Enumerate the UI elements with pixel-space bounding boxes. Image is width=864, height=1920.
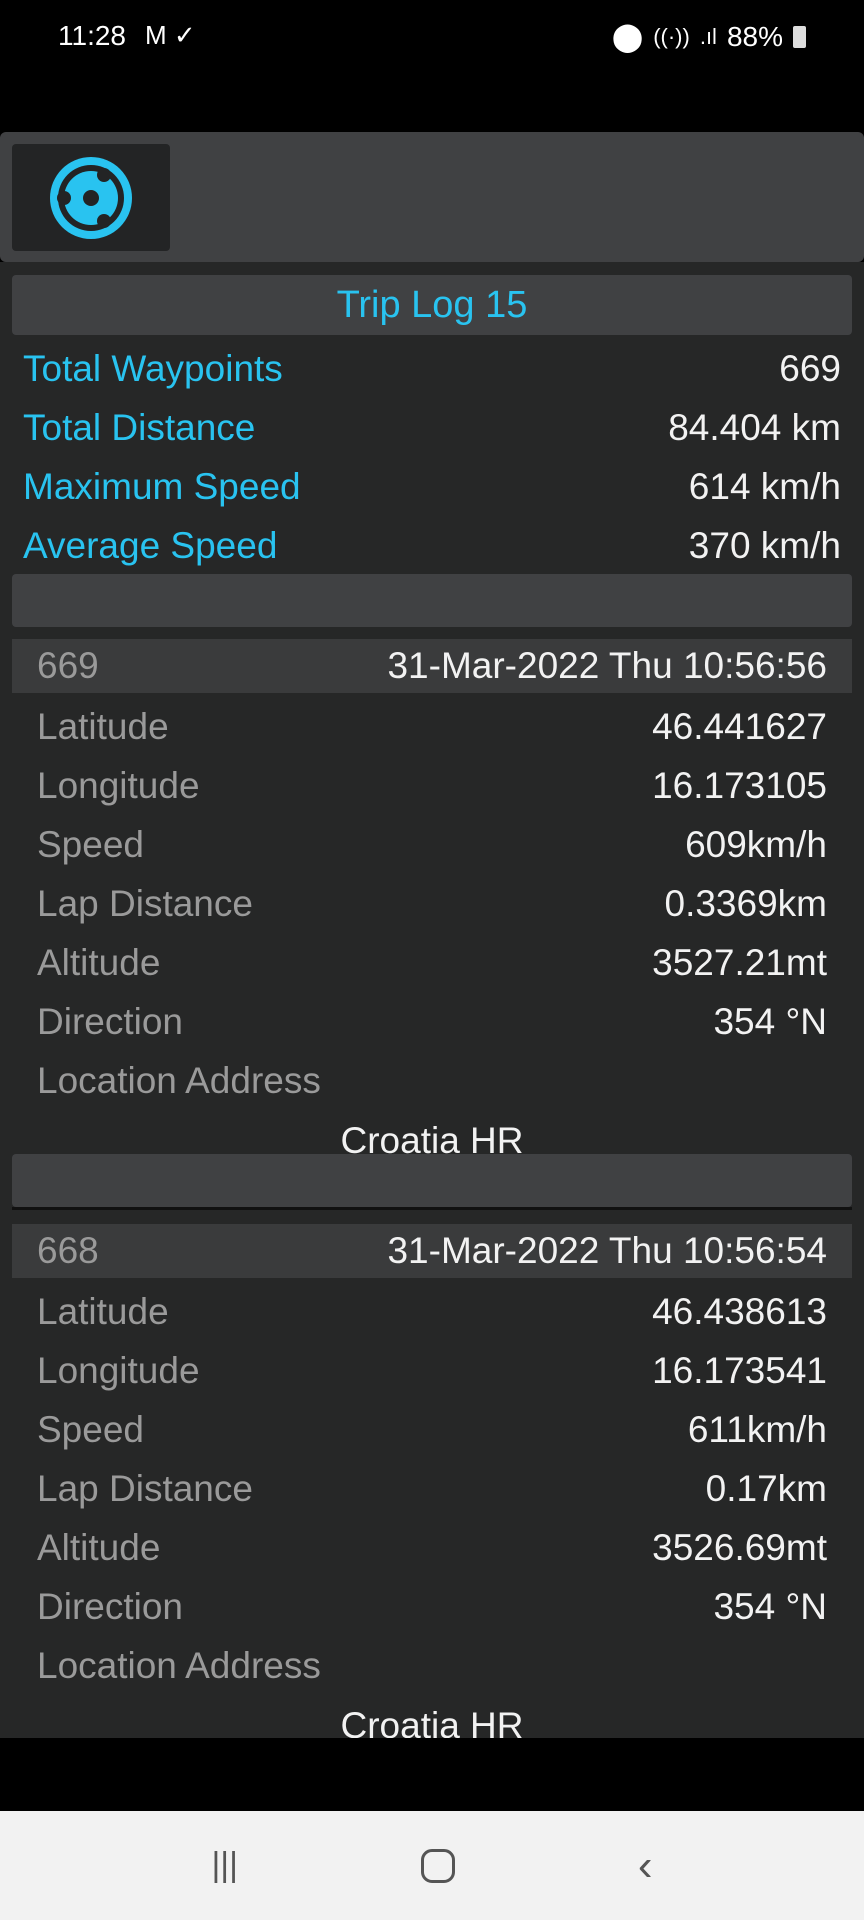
summary-value: 669 <box>779 348 841 389</box>
separator-line <box>12 1207 852 1210</box>
back-icon[interactable]: ‹ <box>637 1840 653 1890</box>
waypoint-field: Direction 354 °N <box>37 993 827 1051</box>
battery-icon <box>793 25 806 48</box>
trip-log-list[interactable]: Trip Log 15 Total Waypoints 669 Total Dis… <box>0 262 864 1738</box>
location-address: Croatia HR <box>340 1705 524 1738</box>
field-value: 0.3369km <box>664 883 828 924</box>
field-label: Latitude <box>37 706 169 747</box>
waypoint-number: 669 <box>37 645 99 686</box>
waypoint-field: Lap Distance 0.17km <box>37 1460 827 1518</box>
waypoint-field: Altitude 3527.21mt <box>37 934 827 992</box>
field-label: Direction <box>37 1586 183 1627</box>
waypoint-field: Latitude 46.441627 <box>37 698 827 756</box>
field-value: 354 °N <box>713 1001 827 1042</box>
divider-bar <box>12 574 852 627</box>
summary-label: Total Waypoints <box>23 348 283 389</box>
navigation-bar: ||| ‹ <box>0 1811 864 1920</box>
field-value: 609km/h <box>685 824 827 865</box>
summary-label: Average Speed <box>23 525 278 566</box>
field-value: 46.438613 <box>652 1291 827 1332</box>
field-value: 354 °N <box>713 1586 827 1627</box>
settings-button[interactable] <box>12 144 170 251</box>
summary-value: 84.404 km <box>668 407 841 448</box>
field-label: Direction <box>37 1001 183 1042</box>
field-value: 46.441627 <box>652 706 827 747</box>
battery-text: 88% <box>726 20 783 52</box>
waypoint-number: 668 <box>37 1230 99 1271</box>
waypoint-field: Speed 611km/h <box>37 1401 827 1459</box>
summary-row: Total Distance 84.404 km <box>23 399 841 457</box>
field-label: Altitude <box>37 942 161 983</box>
divider-bar <box>12 1154 852 1207</box>
field-label: Speed <box>37 1409 144 1450</box>
signal-icon: .ıl <box>699 23 717 49</box>
field-value: 16.173541 <box>652 1350 827 1391</box>
location-icon: ⬤ <box>611 21 644 52</box>
waypoint-header[interactable]: 669 31-Mar-2022 Thu 10:56:56 <box>12 639 852 693</box>
waypoint-field: Direction 354 °N <box>37 1578 827 1636</box>
waypoint-field: Altitude 3526.69mt <box>37 1519 827 1577</box>
field-value: 3526.69mt <box>652 1527 827 1568</box>
waypoint-field: Location Address <box>37 1052 827 1110</box>
summary-value: 614 km/h <box>688 466 841 507</box>
summary-label: Total Distance <box>23 407 256 448</box>
field-value: 3527.21mt <box>652 942 827 983</box>
waypoint-datetime: 31-Mar-2022 Thu 10:56:54 <box>387 1230 827 1271</box>
settings-gear-icon <box>50 156 132 239</box>
status-bar: 11:28 M ✓ ⬤ ((·)) .ıl 88% <box>0 0 864 132</box>
field-label: Longitude <box>37 765 200 806</box>
waypoint-field: Latitude 46.438613 <box>37 1283 827 1341</box>
field-label: Lap Distance <box>37 883 253 924</box>
waypoint-field: Location Address <box>37 1637 827 1695</box>
waypoint-field: Speed 609km/h <box>37 816 827 874</box>
app-bar <box>0 132 864 262</box>
gmail-icon: M ✓ <box>145 20 196 50</box>
summary-row: Average Speed 370 km/h <box>23 517 841 575</box>
field-label: Location Address <box>37 1645 321 1686</box>
field-label: Altitude <box>37 1527 161 1568</box>
wifi-icon: ((·)) <box>653 23 690 49</box>
home-icon[interactable] <box>420 1848 455 1883</box>
summary-row: Total Waypoints 669 <box>23 340 841 398</box>
field-value: 611km/h <box>687 1409 827 1450</box>
field-label: Latitude <box>37 1291 169 1332</box>
field-label: Longitude <box>37 1350 200 1391</box>
field-value: 16.173105 <box>652 765 827 806</box>
waypoint-field: Lap Distance 0.3369km <box>37 875 827 933</box>
clock: 11:28 <box>58 20 126 51</box>
summary-label: Maximum Speed <box>23 466 301 507</box>
summary-value: 370 km/h <box>688 525 841 566</box>
recent-apps-icon[interactable]: ||| <box>211 1846 238 1884</box>
field-label: Location Address <box>37 1060 321 1101</box>
summary-row: Maximum Speed 614 km/h <box>23 458 841 516</box>
trip-title: Trip Log 15 <box>12 275 852 335</box>
waypoint-field: Longitude 16.173541 <box>37 1342 827 1400</box>
waypoint-header[interactable]: 668 31-Mar-2022 Thu 10:56:54 <box>12 1224 852 1278</box>
field-label: Speed <box>37 824 144 865</box>
field-value: 0.17km <box>705 1468 827 1509</box>
waypoint-datetime: 31-Mar-2022 Thu 10:56:56 <box>387 645 827 686</box>
waypoint-field: Longitude 16.173105 <box>37 757 827 815</box>
field-label: Lap Distance <box>37 1468 253 1509</box>
